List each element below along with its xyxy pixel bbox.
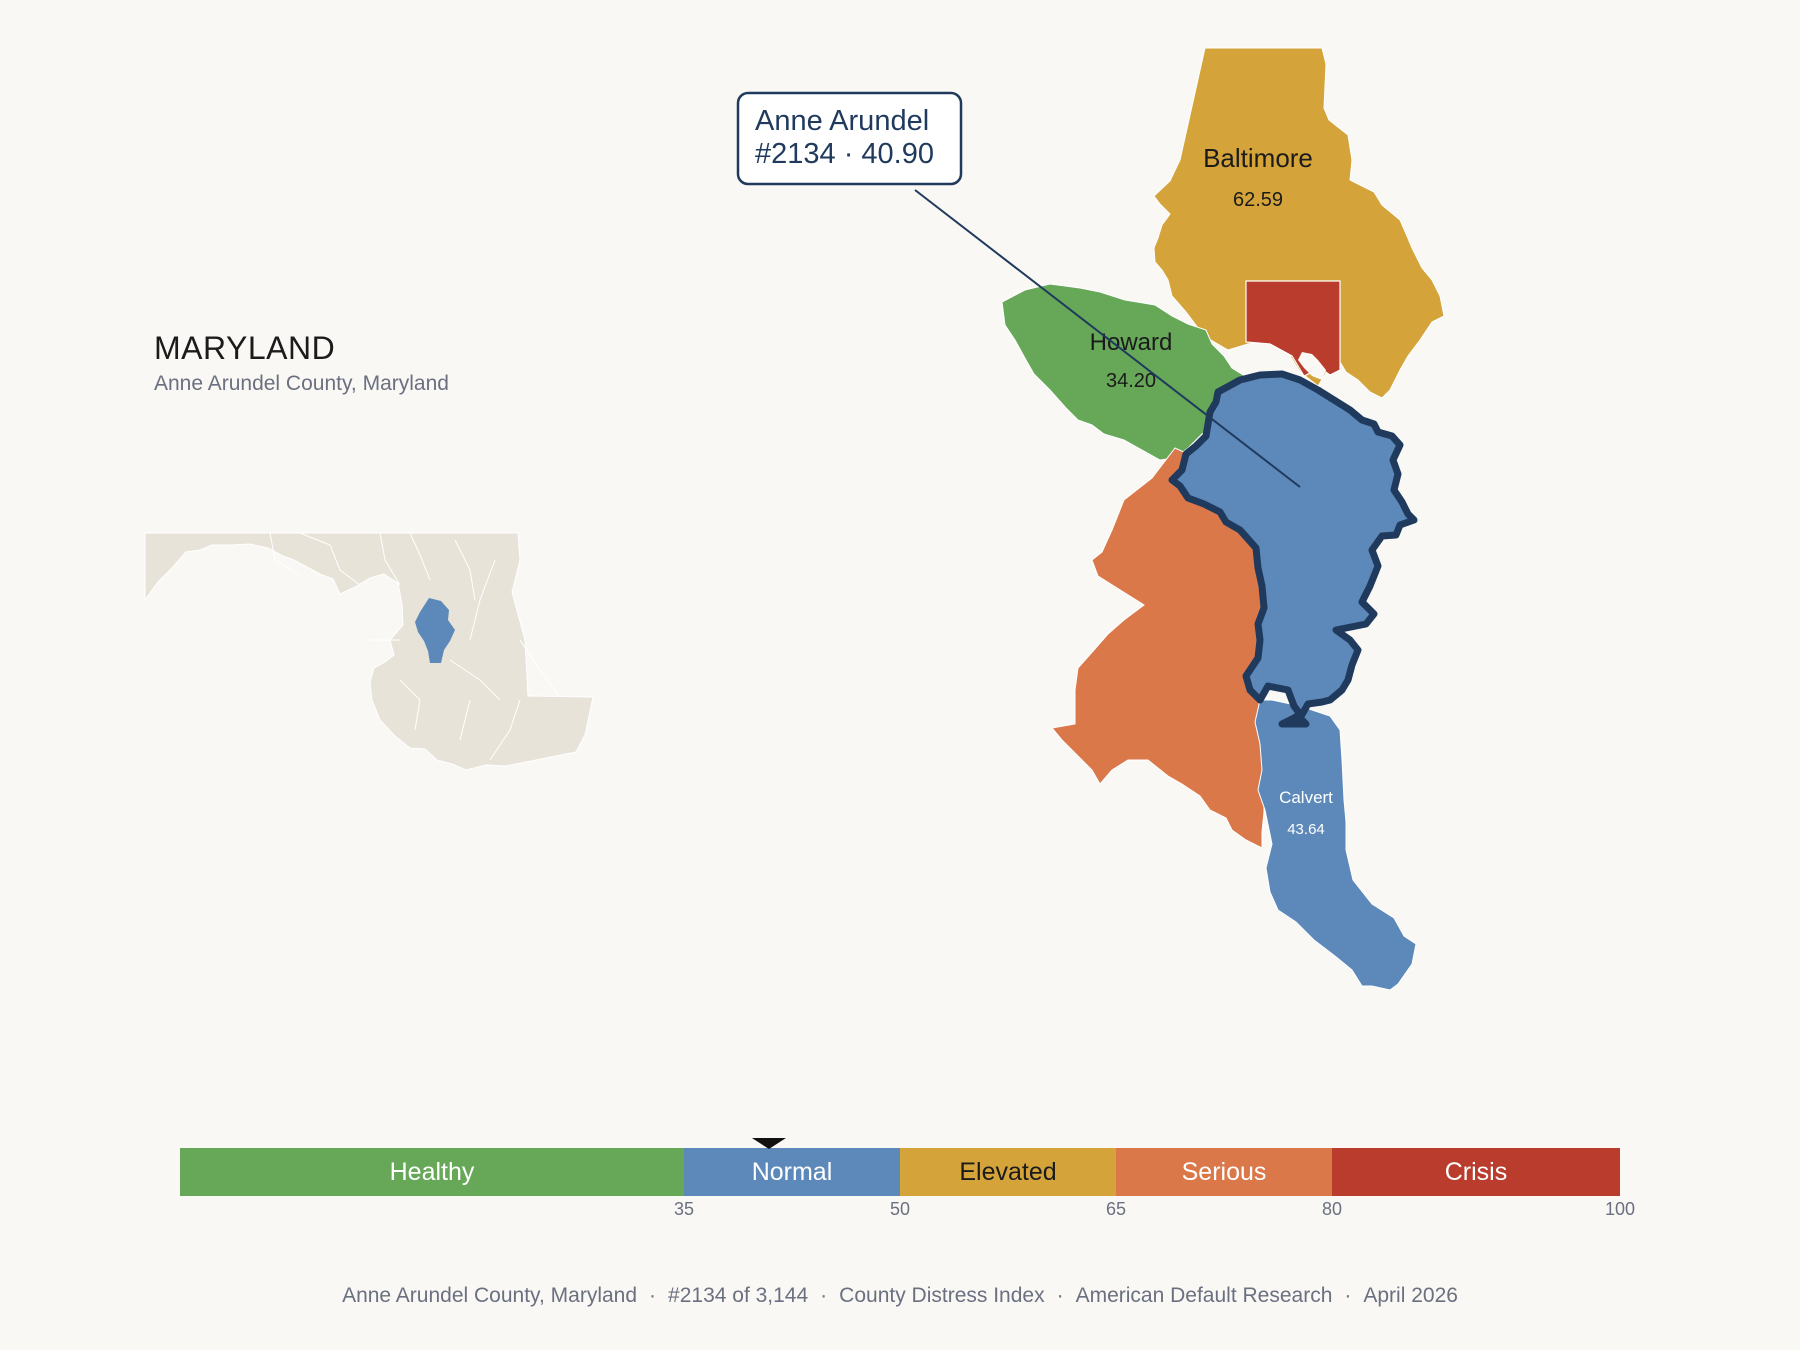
footer-index-name: County Distress Index — [839, 1284, 1045, 1307]
legend-tick-label: 80 — [1322, 1199, 1342, 1219]
footer-separator: · — [1344, 1284, 1352, 1307]
callout-county-name: Anne Arundel — [755, 105, 929, 137]
callout: Anne Arundel #2134 · 40.90 — [736, 91, 1301, 488]
label-howard: Howard — [1090, 329, 1173, 356]
score-howard: 34.20 — [1106, 370, 1156, 392]
footer-date: April 2026 — [1363, 1284, 1458, 1307]
score-baltimore: 62.59 — [1233, 189, 1283, 211]
main-counties — [1001, 47, 1445, 991]
label-baltimore: Baltimore — [1203, 143, 1313, 173]
legend-tick-label: 50 — [890, 1199, 910, 1219]
harbor-water — [1298, 352, 1326, 380]
legend-band-label: Elevated — [959, 1158, 1056, 1186]
county-baltimore-city[interactable] — [1245, 280, 1341, 377]
legend-band-normal — [684, 1148, 900, 1196]
label-calvert: Calvert — [1279, 788, 1333, 807]
footer-county: Anne Arundel County, Maryland — [342, 1284, 638, 1307]
footer: Anne Arundel County, Maryland · #2134 of 3… — [0, 1284, 1800, 1308]
legend-tick-label: 35 — [674, 1199, 694, 1219]
inset-highlight-county — [415, 598, 455, 663]
legend-band-label: Normal — [752, 1158, 833, 1186]
callout-rank-score: #2134 · 40.90 — [755, 138, 934, 170]
legend-band-healthy — [180, 1148, 684, 1196]
legend-tick-label: 65 — [1106, 1199, 1126, 1219]
footer-separator: · — [1056, 1284, 1064, 1307]
state-inset-map — [144, 532, 594, 771]
legend-band-elevated — [900, 1148, 1116, 1196]
state-subtitle: Anne Arundel County, Maryland — [154, 372, 449, 395]
score-calvert: 43.64 — [1287, 821, 1325, 838]
legend-band-label: Serious — [1182, 1158, 1267, 1186]
legend-band-label: Healthy — [390, 1158, 475, 1186]
footer-separator: · — [820, 1284, 828, 1307]
county-labels: Baltimore 62.59 Howard 34.20 Calvert 43.… — [1090, 143, 1334, 838]
legend-band-serious — [1116, 1148, 1332, 1196]
distress-scale-legend: Healthy Normal Elevated Serious Crisis 35 50 65… — [180, 1138, 1635, 1219]
legend-band-crisis — [1332, 1148, 1620, 1196]
state-title: MARYLAND — [154, 330, 336, 366]
legend-tick-label: 100 — [1605, 1199, 1635, 1219]
county-baltimore[interactable] — [1153, 47, 1445, 399]
callout-leader-line — [914, 189, 1301, 488]
legend-band-label: Crisis — [1445, 1158, 1508, 1186]
county-calvert[interactable] — [1254, 699, 1417, 991]
inset-state-shape — [144, 532, 594, 771]
footer-rank: #2134 of 3,144 — [668, 1284, 809, 1307]
county-anne-arundel[interactable] — [1168, 370, 1418, 728]
legend-value-marker — [751, 1138, 786, 1149]
footer-separator: · — [649, 1284, 657, 1307]
footer-publisher: American Default Research — [1075, 1284, 1333, 1307]
callout-box — [736, 91, 963, 186]
